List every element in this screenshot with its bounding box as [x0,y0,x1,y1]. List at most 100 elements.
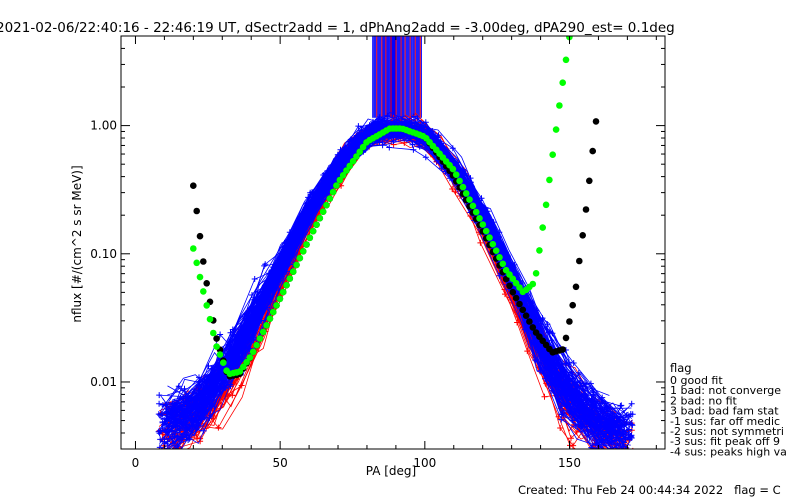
sample-curve [161,125,615,440]
plus-marker [541,393,548,400]
fit-point [276,295,284,303]
fit-point [193,259,200,267]
fit-point [529,324,537,331]
fit-point [339,172,347,179]
plus-marker [440,147,447,154]
y-axis-label: nflux [#/(cm^2 s sr MeV)] [70,165,84,322]
plus-marker [194,435,200,441]
fit-point [293,261,300,269]
legend-entry: 3 bad: bad fam stat [670,405,779,418]
fit-point [213,343,220,350]
plus-marker [573,396,580,403]
sample-curve [168,134,612,449]
plus-marker [307,191,314,198]
fit-point [289,268,297,276]
plus-marker [384,112,391,119]
plus-marker [217,331,224,338]
fit-point [326,195,334,202]
fit-point [496,253,503,261]
fit-point [566,318,573,325]
sample-curve [177,134,624,449]
fit-point [542,201,550,209]
plus-marker [620,468,626,474]
plus-marker [179,436,186,443]
fit-point [220,359,227,367]
plus-marker [188,396,195,403]
fit-point [213,335,220,342]
sample-curve [169,130,604,449]
fit-point [482,227,490,235]
plus-marker [370,118,376,125]
fit-point [569,301,576,309]
plus-marker [502,291,508,298]
plus-marker [429,128,436,134]
fit-point [579,232,586,239]
plus-marker [178,420,185,427]
fit-point [196,273,204,281]
plus-marker [618,402,625,409]
plus-marker [175,447,177,449]
plus-marker [557,425,564,431]
sample-curve [159,132,607,449]
plus-marker [576,391,583,397]
plus-marker [558,416,565,423]
plus-marker [167,451,173,457]
fit-point [552,126,560,133]
fit-point [572,283,580,291]
sample-curve [162,128,628,449]
plus-marker [164,438,171,445]
fit-point [259,328,267,336]
plus-marker [293,234,300,241]
plus-marker [227,381,234,388]
sample-curve [173,128,605,449]
fit-point [586,177,593,185]
fit-point [210,329,217,337]
plus-marker [588,444,595,449]
fit-point [556,102,563,109]
fit-point [449,165,457,173]
fit-point [253,341,260,349]
fit-point [190,182,197,189]
fit-point [316,214,324,222]
fit-point [486,234,493,241]
sample-curve [173,129,624,449]
plus-marker [628,451,634,457]
plus-marker [157,412,164,419]
fit-point [462,190,470,197]
plot-frame [120,35,666,450]
plus-marker [170,455,176,461]
fit-point [196,232,204,240]
plus-marker [422,154,429,161]
plus-marker [244,315,251,322]
x-tick-label: 50 [273,456,288,470]
plus-marker [159,431,166,437]
fit-point [256,335,264,342]
sample-curve [168,127,619,449]
legend-entry: 2 bad: no fit [670,394,738,407]
plus-marker [607,452,613,458]
plus-marker [597,423,604,429]
plus-marker [253,318,260,325]
fit-point [329,188,337,196]
plus-marker [575,369,582,376]
plus-marker [613,434,620,441]
x-tick-label: 150 [558,456,581,470]
plus-marker [156,392,163,399]
fit-point [589,147,596,155]
plus-marker [606,452,612,458]
plus-marker [170,440,176,447]
fit-point [306,234,314,242]
fit-point [200,258,207,265]
fit-point [249,348,257,356]
plus-marker [613,413,620,420]
plus-marker [489,225,496,231]
legend-entry: -4 sus: peaks high va [670,445,787,458]
plus-marker [251,276,258,282]
fit-point [346,162,354,170]
fit-point [206,315,214,323]
sample-curve [160,116,624,449]
plus-marker [626,449,632,455]
plus-marker [615,453,621,459]
plus-marker [312,205,319,212]
plus-marker [400,119,407,126]
